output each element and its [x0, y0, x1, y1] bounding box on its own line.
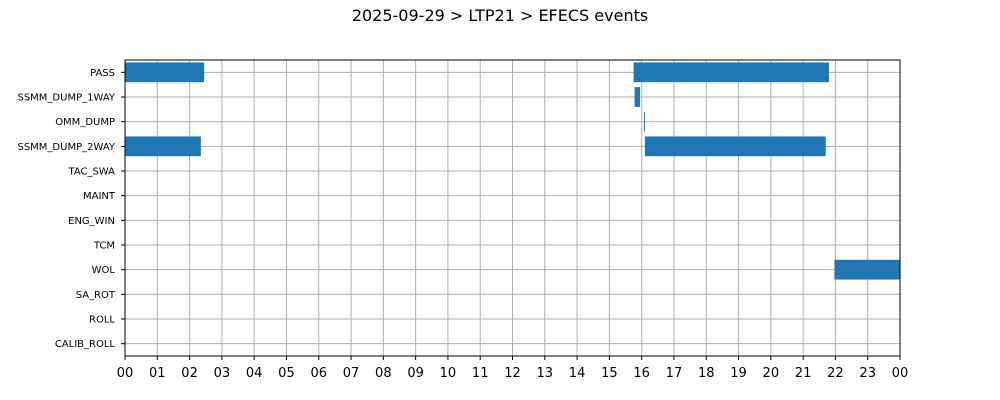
x-tick-label: 00 — [117, 366, 134, 381]
y-tick-label: OMM_DUMP — [55, 117, 115, 128]
y-tick-label: CALIB_ROLL — [55, 339, 116, 350]
x-tick-label: 18 — [698, 366, 715, 381]
x-tick-label: 09 — [407, 366, 424, 381]
x-tick-label: 07 — [343, 366, 360, 381]
x-tick-label: 16 — [633, 366, 650, 381]
x-tick-label: 08 — [375, 366, 392, 381]
x-tick-label: 06 — [310, 366, 327, 381]
event-bar — [125, 62, 205, 83]
y-tick-label: PASS — [90, 68, 115, 79]
x-tick-label: 19 — [730, 366, 747, 381]
x-tick-label: 15 — [601, 366, 618, 381]
x-tick-label: 05 — [278, 366, 295, 381]
x-tick-label: 04 — [246, 366, 263, 381]
x-tick-label: 17 — [666, 366, 683, 381]
y-tick-label: SSMM_DUMP_1WAY — [17, 93, 115, 104]
x-tick-label: 10 — [440, 366, 457, 381]
grid-lines — [124, 60, 901, 356]
x-tick-label: 02 — [181, 366, 198, 381]
x-tick-label: 21 — [795, 366, 812, 381]
event-bar — [125, 136, 201, 157]
y-tick-label: WOL — [92, 265, 116, 276]
x-tick-label: 11 — [472, 366, 489, 381]
event-bar — [643, 111, 645, 132]
x-tick-label: 22 — [827, 366, 844, 381]
y-tick-label: TCM — [93, 241, 115, 252]
y-axis: PASS SSMM_DUMP_1WAY OMM_DUMP SSMM_DUMP_2WAY… — [17, 68, 125, 350]
x-tick-label: 01 — [149, 366, 166, 381]
x-tick-label: 13 — [537, 366, 554, 381]
y-tick-label: ENG_WIN — [68, 216, 115, 227]
x-tick-label: 14 — [569, 366, 586, 381]
x-axis: 00 01 02 03 04 05 06 07 08 09 10 11 12 13 14 15 16 17 18 19… — [117, 356, 909, 381]
y-tick-label: MAINT — [83, 191, 116, 202]
y-tick-label: SSMM_DUMP_2WAY — [17, 142, 115, 153]
x-tick-label: 23 — [859, 366, 876, 381]
event-bars — [125, 62, 900, 280]
y-tick-label: ROLL — [89, 315, 115, 326]
event-bar — [634, 87, 641, 107]
event-bar — [834, 259, 900, 280]
event-bar — [633, 62, 829, 83]
chart-title: 2025-09-29 > LTP21 > EFECS events — [351, 6, 649, 25]
x-tick-label: 00 — [892, 366, 909, 381]
x-tick-label: 03 — [214, 366, 231, 381]
x-tick-label: 12 — [504, 366, 521, 381]
y-tick-label: SA_ROT — [76, 290, 116, 301]
y-tick-label: TAC_SWA — [67, 167, 115, 178]
event-bar — [644, 136, 826, 157]
x-tick-label: 20 — [763, 366, 780, 381]
